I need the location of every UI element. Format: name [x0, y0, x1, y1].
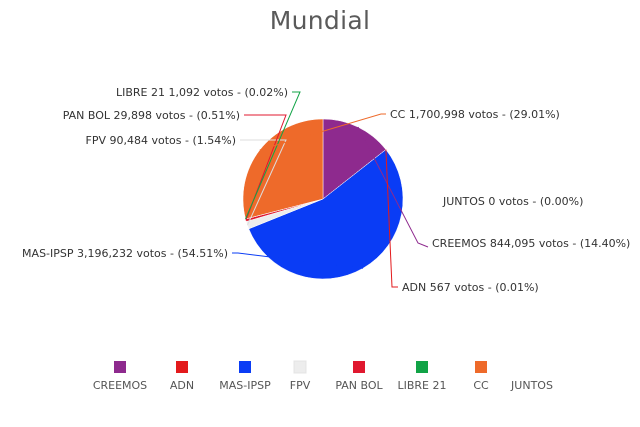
slice-label-juntos: JUNTOS 0 votos - (0.00%) — [442, 195, 583, 208]
legend-swatch-fpv[interactable] — [293, 360, 307, 374]
legend-swatch-creemos[interactable] — [114, 361, 126, 373]
leader-line-adn — [385, 149, 398, 288]
slice-label-adn: ADN 567 votos - (0.01%) — [402, 281, 539, 294]
leader-line-fpv — [240, 139, 287, 226]
slice-label-creemos: CREEMOS 844,095 votos - (14.40%) — [432, 237, 630, 250]
pie-slice-cc[interactable] — [242, 118, 324, 220]
legend-label-adn[interactable]: ADN — [170, 379, 194, 392]
slice-label-fpv: FPV 90,484 votos - (1.54%) — [86, 134, 236, 147]
leader-line-creemos — [357, 126, 429, 248]
pie-slices — [242, 118, 404, 280]
slice-label-pan-bol: PAN BOL 29,898 votos - (0.51%) — [63, 109, 240, 122]
legend-label-juntos[interactable]: JUNTOS — [510, 379, 553, 392]
leader-lines — [232, 91, 429, 288]
legend-label-creemos[interactable]: CREEMOS — [93, 379, 147, 392]
legend-label-pan-bol[interactable]: PAN BOL — [335, 379, 383, 392]
legend-swatch-pan-bol[interactable] — [353, 361, 365, 373]
leader-line-libre-21 — [245, 91, 301, 220]
legend-swatch-cc[interactable] — [475, 361, 487, 373]
legend-swatch-juntos[interactable] — [526, 361, 538, 373]
legend-label-cc[interactable]: CC — [473, 379, 489, 392]
slice-labels: CREEMOS 844,095 votos - (14.40%) ADN 567 … — [22, 86, 630, 294]
slice-label-cc: CC 1,700,998 votos - (29.01%) — [390, 108, 560, 121]
leader-line-pan-bol — [244, 114, 287, 221]
leader-line-cc — [259, 113, 386, 151]
chart-title: Mundial — [269, 6, 371, 35]
legend-label-mas-ipsp[interactable]: MAS-IPSP — [219, 379, 271, 392]
legend-label-libre-21[interactable]: LIBRE 21 — [397, 379, 446, 392]
slice-label-mas-ipsp: MAS-IPSP 3,196,232 votos - (54.51%) — [22, 247, 228, 260]
legend-swatch-libre-21[interactable] — [416, 361, 428, 373]
legend: CREEMOS ADN MAS-IPSP FPV PAN BOL LIBRE 21 CC JU… — [93, 360, 553, 392]
leader-line-mas-ipsp — [232, 252, 364, 269]
legend-swatch-adn[interactable] — [176, 361, 188, 373]
slice-label-libre-21: LIBRE 21 1,092 votos - (0.02%) — [116, 86, 288, 99]
legend-swatch-mas-ipsp[interactable] — [239, 361, 251, 373]
legend-label-fpv[interactable]: FPV — [290, 379, 311, 392]
